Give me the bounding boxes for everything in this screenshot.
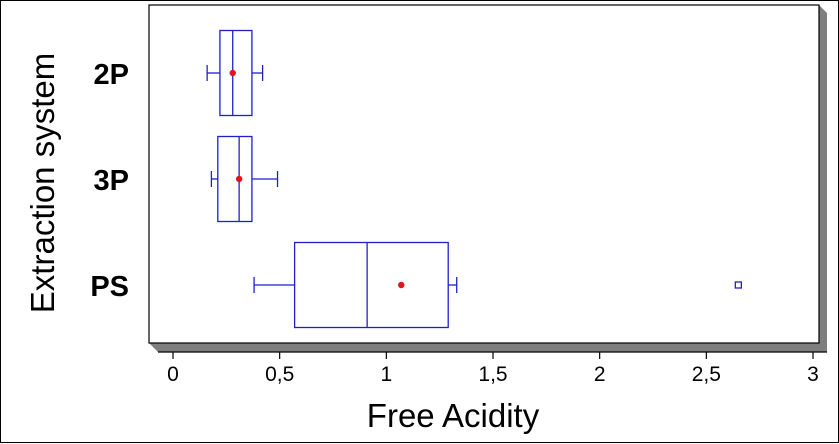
x-tick-label: 0,5: [265, 363, 294, 386]
box-2p: [206, 29, 264, 117]
plot-panel: [148, 4, 827, 353]
y-axis-categories: 2P 3P PS: [90, 59, 129, 303]
iqr-box: [293, 241, 449, 329]
box-3p: [210, 135, 279, 223]
box-series: [206, 29, 742, 329]
plot-area: [148, 4, 820, 344]
mean-marker: [229, 69, 236, 77]
category-label-3p: 3P: [94, 165, 129, 197]
x-tick-label: 3: [807, 363, 819, 386]
x-tick-label: 0: [167, 363, 179, 386]
x-tick-label: 1: [380, 363, 392, 386]
box-ps: [253, 241, 742, 329]
category-label-ps: PS: [90, 271, 129, 303]
iqr-box: [217, 135, 253, 223]
mean-marker: [398, 281, 405, 289]
x-tick-label: 1,5: [478, 363, 507, 386]
mean-marker: [235, 175, 243, 183]
x-axis: 0 0,5 1 1,5 2 2,5 3: [167, 352, 819, 386]
outlier-point: [734, 281, 742, 289]
x-tick-label: 2: [594, 363, 606, 386]
y-axis-title: Extraction system: [24, 53, 61, 313]
x-tick-label: 2,5: [692, 363, 721, 386]
iqr-box: [219, 29, 253, 117]
x-axis-title: Free Acidity: [367, 397, 540, 434]
category-label-2p: 2P: [94, 59, 129, 91]
